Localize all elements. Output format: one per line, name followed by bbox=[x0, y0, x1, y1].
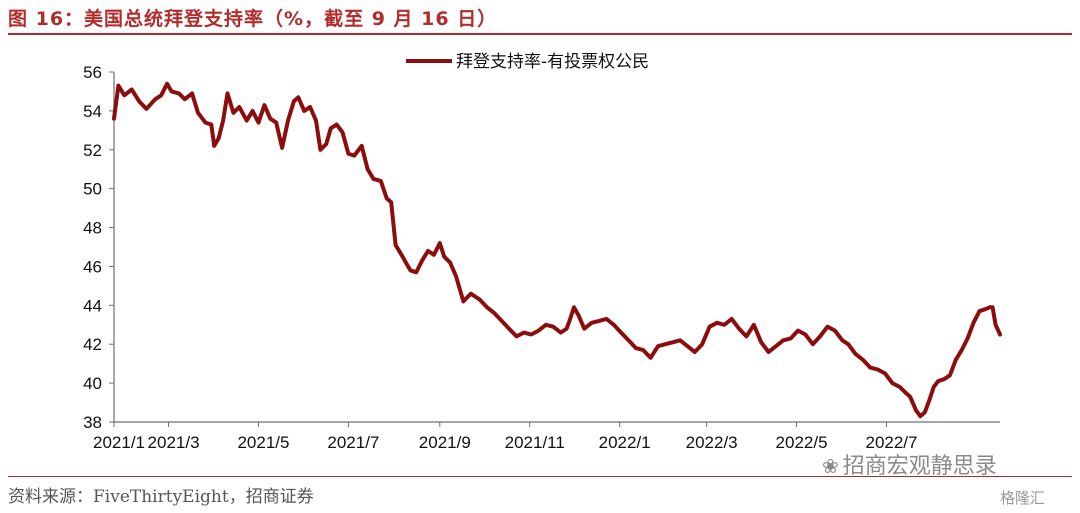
corner-logo: 格隆汇 bbox=[1000, 489, 1046, 507]
x-tick-label: 2021/9 bbox=[419, 433, 471, 452]
title-rule bbox=[8, 33, 1072, 35]
x-tick-label: 2021/5 bbox=[237, 433, 289, 452]
y-ticks: 38 40 42 44 46 48 50 52 54 56 bbox=[83, 63, 114, 432]
x-tick-label: 2022/3 bbox=[686, 433, 738, 452]
wechat-icon: ❀ bbox=[822, 454, 839, 478]
watermark: ❀ 招商宏观静思录 bbox=[822, 448, 997, 480]
x-tick-label: 2022/1 bbox=[599, 433, 651, 452]
x-tick-label: 2022/7 bbox=[865, 433, 917, 452]
figure-title: 图 16：美国总统拜登支持率（%，截至 9 月 16 日） bbox=[8, 8, 498, 30]
y-tick-label: 40 bbox=[83, 374, 102, 393]
watermark-text: 招商宏观静思录 bbox=[842, 454, 997, 479]
y-tick-label: 50 bbox=[83, 180, 102, 199]
legend-label: 拜登支持率-有投票权公民 bbox=[456, 52, 649, 72]
x-ticks: 2021/1 2021/3 2021/5 2021/7 2021/9 2021/11 202… bbox=[93, 422, 917, 452]
source-note: 资料来源：FiveThirtyEight，招商证券 bbox=[8, 487, 314, 507]
y-tick-label: 46 bbox=[83, 257, 102, 276]
y-tick-label: 42 bbox=[83, 335, 102, 354]
y-tick-label: 38 bbox=[83, 413, 102, 432]
chart-legend: 拜登支持率-有投票权公民 bbox=[406, 52, 649, 72]
x-tick-label: 2021/7 bbox=[327, 433, 379, 452]
y-tick-label: 54 bbox=[83, 102, 102, 121]
source-rule bbox=[8, 476, 1072, 477]
y-tick-label: 52 bbox=[83, 141, 102, 160]
y-tick-label: 56 bbox=[83, 63, 102, 82]
y-tick-label: 48 bbox=[83, 219, 102, 238]
approval-series-line bbox=[112, 81, 1002, 419]
chart-axes bbox=[113, 72, 1000, 423]
x-tick-label: 2021/11 bbox=[505, 433, 565, 452]
x-tick-label: 2021/3 bbox=[148, 433, 200, 452]
x-tick-label: 2022/5 bbox=[776, 433, 828, 452]
x-tick-label: 2021/1 bbox=[93, 433, 145, 452]
y-tick-label: 44 bbox=[83, 296, 102, 315]
